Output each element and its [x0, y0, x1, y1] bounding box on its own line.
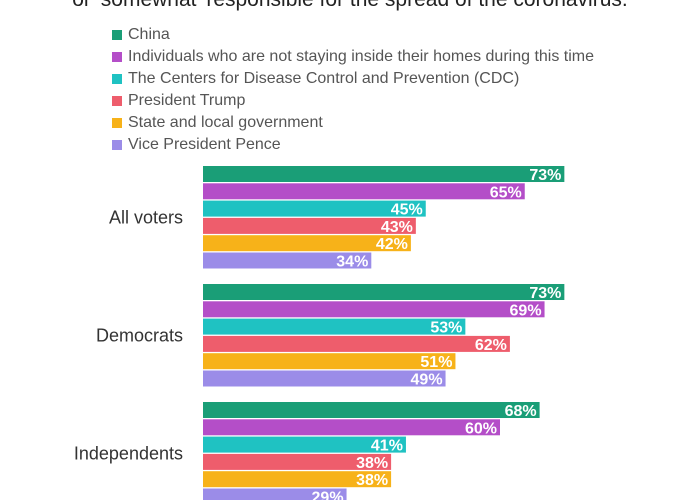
bar-independents-s5	[203, 488, 347, 500]
legend-swatch-trump	[112, 96, 122, 106]
data-label-independents-s4: 38%	[356, 472, 388, 489]
legend-item-state-local: State and local government	[112, 112, 594, 134]
data-label-democrats-s4: 51%	[420, 354, 452, 371]
bar-democrats-s5	[203, 370, 446, 387]
legend-swatch-state-local	[112, 118, 122, 128]
bar-all-voters-s1	[203, 183, 525, 200]
legend-label-pence: Vice President Pence	[128, 136, 281, 153]
legend-swatch-cdc	[112, 74, 122, 84]
bar-all-voters-s0	[203, 166, 565, 182]
category-label-democrats: Democrats	[96, 325, 183, 345]
data-label-democrats-s2: 53%	[430, 320, 462, 337]
data-label-democrats-s3: 62%	[475, 337, 507, 354]
bar-independents-s0	[203, 402, 540, 418]
data-label-all-voters-s3: 43%	[381, 219, 413, 236]
data-label-democrats-s5: 49%	[411, 372, 443, 389]
data-label-all-voters-s0: 73%	[529, 167, 561, 184]
legend-label-state-local: State and local government	[128, 114, 323, 131]
legend-label-china: China	[128, 26, 170, 43]
legend-label-cdc: The Centers for Disease Control and Prev…	[128, 70, 520, 87]
bar-all-voters-s2	[203, 200, 426, 217]
data-label-all-voters-s4: 42%	[376, 236, 408, 253]
bar-independents-s4	[203, 471, 392, 488]
bar-all-voters-s5	[203, 252, 372, 269]
bar-independents-s2	[203, 436, 406, 453]
legend-swatch-individuals	[112, 52, 122, 62]
data-label-independents-s0: 68%	[505, 403, 537, 420]
data-label-all-voters-s5: 34%	[336, 254, 368, 271]
chart-title: or 'somewhat' responsible for the spread…	[0, 0, 700, 12]
bar-all-voters-s4	[203, 235, 411, 252]
legend-item-cdc: The Centers for Disease Control and Prev…	[112, 68, 594, 90]
bar-democrats-s4	[203, 353, 456, 370]
legend-item-trump: President Trump	[112, 90, 594, 112]
legend-label-trump: President Trump	[128, 92, 246, 109]
bar-democrats-s3	[203, 335, 510, 352]
legend-item-china: China	[112, 24, 594, 46]
bar-all-voters-s3	[203, 217, 416, 234]
data-label-independents-s1: 60%	[465, 420, 497, 437]
bar-democrats-s2	[203, 318, 466, 335]
legend-swatch-pence	[112, 140, 122, 150]
legend: China Individuals who are not staying in…	[112, 24, 594, 156]
legend-label-individuals: Individuals who are not staying inside t…	[128, 48, 595, 65]
legend-swatch-china	[112, 30, 122, 40]
bar-democrats-s0	[203, 284, 565, 300]
data-label-all-voters-s1: 65%	[490, 184, 522, 201]
bar-independents-s3	[203, 453, 392, 470]
data-label-democrats-s1: 69%	[510, 302, 542, 319]
data-label-independents-s5: 29%	[312, 490, 344, 500]
legend-item-pence: Vice President Pence	[112, 134, 594, 156]
category-label-independents: Independents	[74, 443, 183, 463]
bar-independents-s1	[203, 419, 500, 436]
data-label-independents-s3: 38%	[356, 455, 388, 472]
legend-item-individuals: Individuals who are not staying inside t…	[112, 46, 594, 68]
data-label-independents-s2: 41%	[371, 438, 403, 455]
data-label-democrats-s0: 73%	[529, 285, 561, 302]
category-label-all-voters: All voters	[109, 207, 183, 227]
bar-democrats-s1	[203, 301, 545, 318]
data-label-all-voters-s2: 45%	[391, 202, 423, 219]
